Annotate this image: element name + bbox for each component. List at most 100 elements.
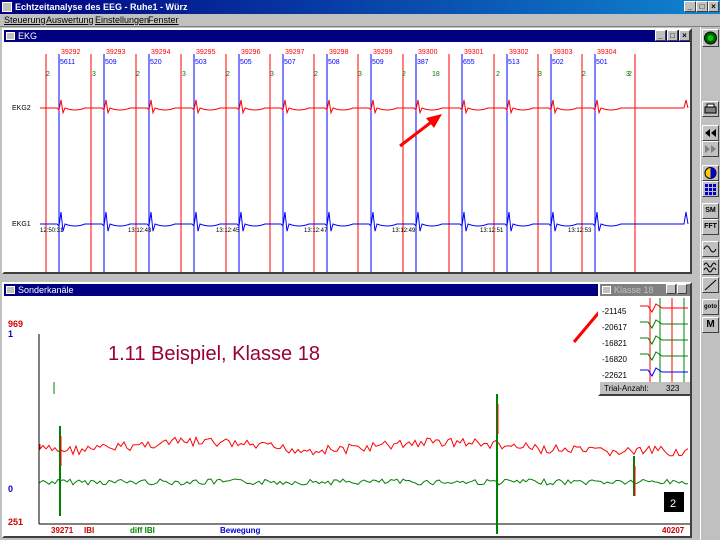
ekg-timestamp: 12:50:31 (40, 228, 64, 234)
page-badge (664, 492, 684, 512)
sm-button[interactable]: SM (702, 203, 719, 219)
sine-wave-icon (703, 245, 717, 253)
ekg-maximize-button[interactable]: □ (667, 30, 678, 41)
ekg-class-label: 2 (46, 71, 50, 78)
ibi-trace (39, 435, 689, 457)
ramp-icon (704, 279, 717, 291)
ekg-minimize-button[interactable]: _ (655, 30, 666, 41)
klasse-value: -21145 (602, 307, 627, 316)
sonder-window-titlebar: Sonderkanäle (4, 284, 690, 296)
klasse-value: -16821 (602, 339, 627, 348)
ekg-class-label: 2 (496, 71, 500, 78)
klasse-maximize-button[interactable] (677, 284, 687, 294)
multi-wave-icon (703, 262, 717, 273)
app-system-icon[interactable] (2, 2, 12, 12)
color-wheel-icon (704, 167, 717, 179)
ekg-class-label: 18 (432, 71, 440, 78)
sonder-y-zero: 0 (8, 484, 13, 494)
sonder-heading: 1.11 Beispiel, Klasse 18 (108, 343, 320, 365)
klasse-window-icon[interactable] (602, 286, 611, 294)
ekg-class-label: 2 (226, 71, 230, 78)
klasse-window-title: Klasse 18 (614, 285, 654, 295)
ekg-class-label: 2 (628, 71, 632, 78)
ekg-ibi-value: 509 (372, 59, 384, 66)
ekg-ibi-value: 508 (328, 59, 340, 66)
ekg-window-icon[interactable] (6, 32, 15, 40)
ekg-class-label: 2 (136, 71, 140, 78)
ekg-timestamp: 13:12:45 (216, 228, 240, 234)
klasse-trace (640, 303, 688, 313)
sonder-window: Sonderkanäle 969 1 0 251 1.11 Beispiel, … (2, 282, 692, 538)
ekg-beat-number: 39297 (285, 49, 305, 56)
forward-button[interactable] (702, 141, 719, 157)
ekg-beat-number: 39295 (196, 49, 216, 56)
ekg-channel-bottom-label: EKG1 (12, 221, 31, 228)
menu-einstellungen[interactable]: Einstellungen (95, 15, 150, 25)
sonder-plot: 969 1 0 251 1.11 Beispiel, Klasse 18 392… (8, 296, 690, 535)
ekg-class-label: 2 (582, 71, 586, 78)
grid-icon (705, 184, 716, 195)
multi-wave-button[interactable] (702, 259, 719, 275)
ekg-window-title: EKG (18, 31, 38, 41)
page-badge-text: 2 (670, 498, 676, 510)
ekg-plot: 39292 39293 39294 39295 39296 39297 39298 39299… (12, 49, 689, 272)
sonder-y-top-blue: 1 (8, 329, 13, 339)
ekg-beat-number: 39300 (418, 49, 438, 56)
ekg-beat-number: 39302 (509, 49, 529, 56)
fast-forward-icon (705, 145, 716, 153)
ekg-class-label: 3 (270, 71, 274, 78)
annotation-arrowhead-ekg (426, 114, 442, 128)
klasse-value: -20617 (602, 323, 627, 332)
ekg-ibi-value: 520 (150, 59, 162, 66)
ekg-beat-number: 39299 (373, 49, 393, 56)
ekg-close-button[interactable]: × (679, 30, 690, 41)
footer-right-value: 40207 (662, 526, 685, 535)
ekg-beat-number: 39304 (597, 49, 617, 56)
ekg-class-label: 3 (358, 71, 362, 78)
color-button[interactable] (702, 165, 719, 181)
goto-button[interactable]: goto (702, 299, 719, 315)
ramp-button[interactable] (702, 277, 719, 293)
minimize-button[interactable]: _ (684, 1, 696, 12)
footer-bewegung-label: Bewegung (220, 526, 261, 535)
ekg-timestamp: 13:12:47 (304, 228, 328, 234)
ekg-timestamp: 13:12:51 (480, 228, 504, 234)
klasse-minimize-button[interactable] (666, 284, 676, 294)
ekg-timestamp: 13:12:53 (568, 228, 592, 234)
ekg-ibi-value: 503 (195, 59, 207, 66)
ekg-ibi-value: 509 (105, 59, 117, 66)
diff-ibi-trace (39, 477, 689, 486)
menu-auswertung[interactable]: Auswertung (46, 15, 94, 25)
klasse-plot: -21145 -20617 -16821 -16820 -22621 Trial-Anz… (600, 296, 690, 393)
record-icon (704, 31, 717, 45)
maximize-button[interactable]: □ (696, 1, 708, 12)
ekg-ibi-value: 507 (284, 59, 296, 66)
ekg-ibi-value: 387 (417, 59, 429, 66)
trial-label: Trial-Anzahl: (604, 384, 649, 393)
ekg-ibi-value: 501 (596, 59, 608, 66)
fft-button[interactable]: FFT (702, 219, 719, 235)
record-button[interactable] (702, 29, 719, 47)
klasse-window[interactable]: Klasse 18 -21145 -20617 -16821 -16820 -22621… (598, 282, 692, 396)
print-button[interactable] (702, 101, 719, 117)
m-button[interactable]: M (702, 317, 719, 333)
ekg-ibi-value: 513 (508, 59, 520, 66)
menu-steuerung[interactable]: Steuerung (4, 15, 46, 25)
wave-button[interactable] (702, 241, 719, 257)
ekg-timestamp: 13:12:49 (392, 228, 416, 234)
ekg2-trace (40, 99, 689, 115)
klasse-trace (640, 319, 688, 329)
ekg-class-label: 3 (626, 71, 630, 78)
ekg-beat-number: 39301 (464, 49, 484, 56)
footer-left-value: 39271 (51, 526, 74, 535)
ekg-class-label: 2 (402, 71, 406, 78)
ekg-beat-number: 39292 (61, 49, 81, 56)
footer-ibi-label: IBI (84, 526, 94, 535)
app-title-bar: Echtzeitanalyse des EEG - Ruhe1 - Würz _… (0, 0, 720, 14)
sonder-window-icon[interactable] (6, 286, 15, 294)
rewind-button[interactable] (702, 125, 719, 141)
menu-fenster[interactable]: Fenster (148, 15, 179, 25)
grid-button[interactable] (702, 181, 719, 197)
ekg-class-label: 3 (182, 71, 186, 78)
close-button[interactable]: × (708, 1, 719, 12)
